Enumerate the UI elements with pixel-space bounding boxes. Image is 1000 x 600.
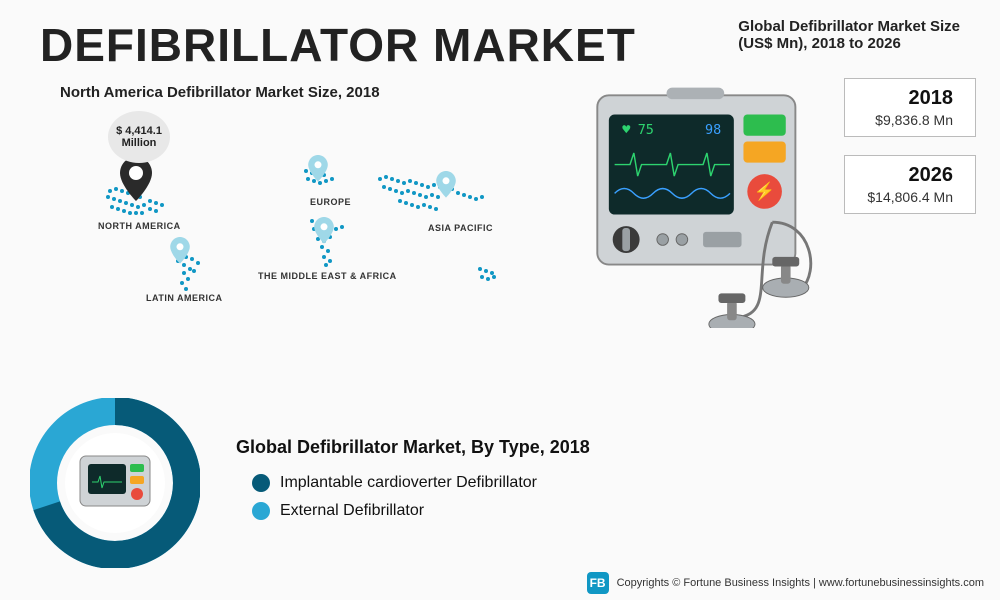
subtitle-line2: (US$ Mn), 2018 to 2026 [738, 35, 960, 52]
svg-text:75: 75 [638, 123, 654, 138]
region-label-asia: ASIA PACIFIC [428, 223, 493, 233]
legend-dot-icon [252, 502, 270, 520]
subtitle-line1: Global Defibrillator Market Size [738, 18, 960, 35]
stat-year: 2018 [867, 87, 953, 110]
legend-item-implantable: Implantable cardioverter Defibrillator [252, 474, 590, 492]
mini-device-icon [78, 454, 152, 512]
legend-dot-icon [252, 474, 270, 492]
defibrillator-device-icon: ♥ 75 98 ⚡ [580, 78, 830, 328]
type-legend: Global Defibrillator Market, By Type, 20… [236, 437, 590, 530]
continent-asia [378, 175, 484, 211]
svg-text:♥: ♥ [623, 123, 632, 138]
map-pin-na [120, 157, 152, 201]
world-map: $ 4,414.1 Million NORTH AMERICA LATIN AM… [50, 101, 570, 331]
stat-2026: 2026 $14,806.4 Mn [844, 155, 976, 214]
footer: FB Copyrights © Fortune Business Insight… [587, 572, 984, 594]
copyright-text: Copyrights © Fortune Business Insights |… [617, 577, 984, 589]
callout-value: $ 4,414.1 [116, 125, 162, 137]
stat-2018: 2018 $9,836.8 Mn [844, 78, 976, 137]
na-callout: $ 4,414.1 Million [108, 111, 170, 163]
company-logo-icon: FB [587, 572, 609, 594]
map-pin-latam [170, 237, 190, 264]
svg-text:98: 98 [705, 123, 721, 138]
page-title: DEFIBRILLATOR MARKET [40, 18, 636, 72]
legend-label: External Defibrillator [280, 502, 424, 520]
map-pin-europe [308, 155, 328, 182]
region-label-latam: LATIN AMERICA [146, 293, 223, 303]
donut-chart [30, 398, 200, 568]
donut-title: Global Defibrillator Market, By Type, 20… [236, 437, 590, 458]
region-label-mea: THE MIDDLE EAST & AFRICA [258, 271, 397, 281]
market-stats: 2018 $9,836.8 Mn 2026 $14,806.4 Mn [844, 78, 976, 328]
stat-year: 2026 [867, 164, 953, 187]
continent-australia [478, 267, 496, 281]
stat-value: $14,806.4 Mn [867, 189, 953, 205]
region-label-europe: EUROPE [310, 197, 351, 207]
subtitle: Global Defibrillator Market Size (US$ Mn… [738, 18, 960, 72]
map-pin-asia [436, 171, 456, 198]
region-label-na: NORTH AMERICA [98, 221, 181, 231]
callout-unit: Million [122, 137, 157, 149]
legend-label: Implantable cardioverter Defibrillator [280, 474, 537, 492]
svg-text:⚡: ⚡ [754, 181, 776, 202]
stat-value: $9,836.8 Mn [867, 112, 953, 128]
legend-item-external: External Defibrillator [252, 502, 590, 520]
